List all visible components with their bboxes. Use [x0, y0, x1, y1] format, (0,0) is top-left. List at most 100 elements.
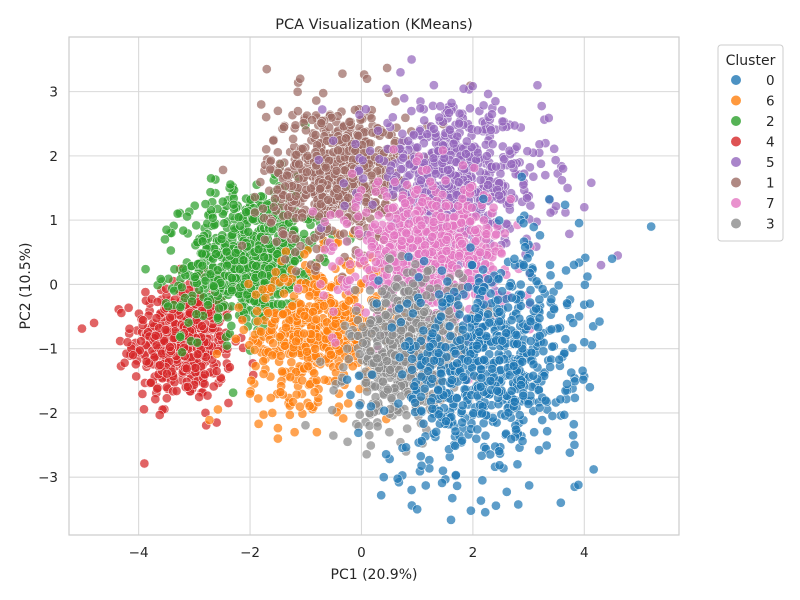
point-cluster-0 [506, 434, 517, 444]
point-cluster-0 [492, 385, 503, 396]
point-cluster-0 [518, 390, 529, 401]
y-tick-label: 1 [49, 213, 58, 229]
point-cluster-5 [494, 190, 504, 201]
point-cluster-0 [529, 427, 540, 438]
point-cluster-0 [518, 260, 529, 270]
point-cluster-5 [478, 100, 489, 111]
point-cluster-4 [116, 308, 127, 318]
point-cluster-3 [342, 343, 353, 354]
point-cluster-4 [181, 363, 192, 374]
point-cluster-5 [545, 207, 556, 218]
point-cluster-7 [457, 238, 467, 249]
point-cluster-3 [381, 298, 391, 309]
point-cluster-0 [525, 316, 536, 327]
point-cluster-4 [141, 356, 152, 367]
point-cluster-6 [279, 273, 289, 284]
point-cluster-7 [436, 212, 447, 222]
point-cluster-6 [303, 361, 314, 372]
point-cluster-6 [267, 350, 278, 361]
point-cluster-0 [406, 485, 417, 495]
point-cluster-2 [233, 212, 244, 223]
point-cluster-6 [318, 301, 329, 311]
point-cluster-2 [197, 236, 208, 247]
point-cluster-1 [337, 68, 348, 79]
point-cluster-7 [475, 247, 486, 258]
point-cluster-1 [366, 113, 377, 124]
point-cluster-7 [370, 186, 381, 197]
point-cluster-0 [547, 411, 558, 421]
point-cluster-2 [183, 317, 194, 328]
point-cluster-7 [371, 257, 381, 267]
point-cluster-0 [512, 338, 523, 349]
point-cluster-0 [537, 284, 548, 294]
point-cluster-7 [315, 279, 326, 289]
point-cluster-3 [378, 376, 388, 387]
point-cluster-0 [533, 322, 544, 333]
point-cluster-2 [221, 246, 232, 257]
x-tick-label: −2 [240, 545, 260, 561]
point-cluster-2 [238, 255, 249, 266]
point-cluster-7 [390, 177, 400, 187]
point-cluster-0 [512, 459, 523, 470]
point-cluster-1 [293, 173, 304, 184]
point-cluster-5 [428, 153, 439, 164]
point-cluster-3 [364, 430, 375, 440]
point-cluster-7 [402, 180, 412, 190]
point-cluster-0 [465, 242, 476, 253]
legend-label-4: 4 [766, 135, 775, 151]
point-cluster-6 [258, 356, 269, 367]
point-cluster-0 [466, 505, 476, 516]
y-tick-label: −1 [38, 342, 58, 358]
point-cluster-0 [531, 276, 542, 287]
point-cluster-0 [416, 405, 427, 416]
point-cluster-1 [270, 194, 280, 204]
point-cluster-5 [448, 138, 459, 149]
x-tick-label: 2 [469, 545, 478, 561]
point-cluster-2 [228, 199, 239, 210]
point-cluster-5 [317, 104, 328, 115]
point-cluster-0 [493, 274, 504, 284]
point-cluster-6 [299, 310, 310, 321]
point-cluster-0 [379, 405, 390, 416]
point-cluster-6 [310, 343, 321, 354]
point-cluster-4 [194, 392, 204, 402]
point-cluster-5 [445, 124, 455, 135]
point-cluster-7 [341, 218, 352, 229]
point-cluster-6 [273, 423, 283, 433]
point-cluster-0 [376, 490, 387, 501]
point-cluster-6 [238, 325, 249, 335]
point-cluster-7 [505, 194, 516, 204]
point-cluster-1 [310, 130, 321, 140]
point-cluster-5 [558, 163, 568, 174]
x-tick-label: −4 [129, 545, 149, 561]
point-cluster-3 [328, 385, 339, 396]
point-cluster-0 [446, 515, 456, 525]
point-cluster-7 [469, 163, 480, 173]
point-cluster-6 [285, 410, 295, 420]
point-cluster-0 [545, 270, 556, 281]
point-cluster-0 [487, 363, 497, 374]
point-cluster-7 [370, 219, 380, 230]
point-cluster-1 [293, 106, 303, 116]
point-cluster-1 [290, 233, 301, 244]
point-cluster-0 [427, 328, 438, 339]
point-cluster-6 [309, 368, 320, 379]
point-cluster-7 [404, 218, 414, 229]
point-cluster-0 [579, 337, 590, 348]
point-cluster-7 [373, 210, 384, 221]
point-cluster-7 [318, 290, 329, 301]
point-cluster-1 [273, 106, 283, 116]
point-cluster-7 [353, 192, 364, 202]
point-cluster-1 [255, 177, 266, 187]
point-cluster-3 [354, 409, 365, 420]
point-cluster-3 [365, 440, 376, 451]
point-cluster-0 [544, 194, 555, 205]
point-cluster-2 [212, 265, 223, 275]
point-cluster-0 [451, 470, 461, 480]
point-cluster-0 [516, 380, 526, 390]
point-cluster-6 [252, 306, 262, 317]
point-cluster-4 [77, 323, 87, 334]
point-cluster-0 [503, 302, 513, 313]
point-cluster-4 [128, 350, 138, 360]
